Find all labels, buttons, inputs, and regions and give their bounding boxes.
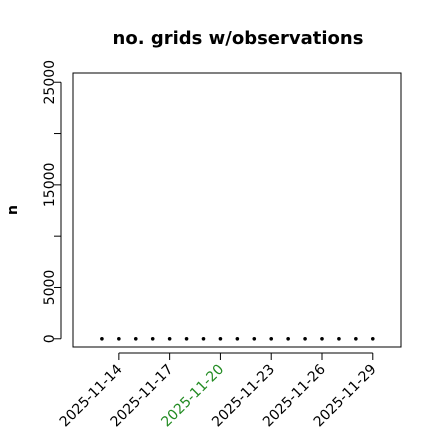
y-axis-label: n bbox=[5, 205, 21, 215]
point bbox=[286, 336, 290, 341]
point bbox=[100, 336, 104, 341]
point bbox=[303, 336, 307, 341]
point bbox=[117, 336, 121, 341]
point bbox=[201, 336, 206, 341]
y-tick-label: 0 bbox=[42, 334, 58, 343]
point bbox=[252, 336, 257, 341]
point bbox=[269, 336, 274, 341]
point bbox=[235, 336, 240, 341]
point bbox=[150, 336, 155, 341]
point bbox=[320, 336, 324, 341]
point bbox=[337, 336, 341, 341]
y-tick-label: 15000 bbox=[42, 163, 58, 208]
point bbox=[370, 336, 375, 341]
point bbox=[167, 336, 172, 341]
y-tick-label: 5000 bbox=[42, 270, 58, 306]
chart-title: no. grids w/observations bbox=[113, 28, 364, 49]
point bbox=[133, 336, 138, 341]
point bbox=[354, 336, 358, 341]
point bbox=[218, 336, 223, 341]
point bbox=[184, 336, 189, 341]
y-tick-label: 25000 bbox=[42, 60, 58, 105]
plot-frame bbox=[72, 72, 402, 348]
